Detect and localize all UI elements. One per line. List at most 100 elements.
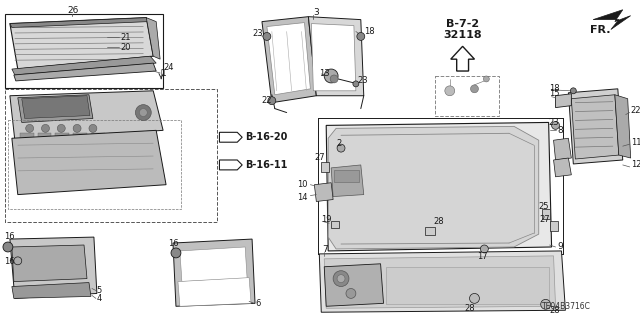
Text: 14: 14 bbox=[297, 193, 307, 202]
Text: 15: 15 bbox=[548, 89, 559, 98]
Circle shape bbox=[470, 293, 479, 303]
Text: 18: 18 bbox=[364, 27, 374, 36]
Text: 16: 16 bbox=[168, 239, 179, 248]
Text: 7: 7 bbox=[323, 245, 328, 255]
Bar bbox=[73, 133, 87, 139]
Bar bbox=[550, 221, 557, 231]
Circle shape bbox=[570, 88, 576, 94]
Bar bbox=[331, 221, 339, 228]
Polygon shape bbox=[180, 247, 247, 282]
Bar bbox=[334, 170, 359, 182]
Polygon shape bbox=[220, 132, 242, 142]
Polygon shape bbox=[173, 239, 255, 306]
Polygon shape bbox=[326, 122, 552, 251]
Polygon shape bbox=[324, 264, 383, 306]
Text: 21: 21 bbox=[120, 33, 131, 42]
Circle shape bbox=[89, 124, 97, 132]
Bar bbox=[38, 133, 51, 139]
Polygon shape bbox=[18, 95, 93, 122]
Polygon shape bbox=[572, 95, 619, 159]
Circle shape bbox=[58, 124, 65, 132]
Bar bbox=[425, 227, 435, 235]
Circle shape bbox=[26, 124, 34, 132]
Text: 16: 16 bbox=[4, 232, 15, 241]
Polygon shape bbox=[451, 46, 474, 71]
Circle shape bbox=[337, 144, 345, 152]
Circle shape bbox=[330, 75, 338, 83]
Bar bbox=[435, 76, 499, 115]
Circle shape bbox=[357, 33, 365, 41]
Polygon shape bbox=[267, 23, 310, 95]
Text: 28: 28 bbox=[550, 306, 560, 315]
Bar bbox=[321, 162, 329, 172]
Bar bbox=[109, 133, 123, 139]
Polygon shape bbox=[14, 63, 156, 81]
Bar bbox=[20, 133, 34, 139]
Circle shape bbox=[42, 124, 49, 132]
Polygon shape bbox=[328, 126, 539, 249]
Bar bbox=[8, 121, 181, 209]
Circle shape bbox=[263, 33, 271, 41]
Text: 5: 5 bbox=[97, 286, 102, 295]
Text: 16: 16 bbox=[4, 257, 15, 266]
Text: B-16-11: B-16-11 bbox=[245, 160, 287, 170]
Polygon shape bbox=[12, 56, 156, 75]
Polygon shape bbox=[147, 18, 160, 59]
Polygon shape bbox=[319, 251, 565, 312]
Polygon shape bbox=[568, 89, 623, 164]
Text: 22: 22 bbox=[261, 96, 271, 105]
Circle shape bbox=[470, 85, 479, 93]
Bar bbox=[385, 267, 548, 304]
Text: 32118: 32118 bbox=[444, 30, 482, 41]
Polygon shape bbox=[324, 256, 556, 308]
Polygon shape bbox=[593, 10, 630, 30]
Text: 25: 25 bbox=[539, 202, 549, 211]
Polygon shape bbox=[10, 18, 148, 27]
Circle shape bbox=[171, 248, 181, 258]
Polygon shape bbox=[12, 283, 91, 298]
Text: 3: 3 bbox=[314, 8, 319, 17]
Circle shape bbox=[541, 299, 550, 309]
Text: 27: 27 bbox=[314, 152, 325, 161]
Polygon shape bbox=[12, 245, 87, 282]
Text: B-16-20: B-16-20 bbox=[245, 132, 287, 142]
Text: 20: 20 bbox=[120, 43, 131, 52]
Polygon shape bbox=[10, 18, 153, 69]
Bar bbox=[541, 209, 550, 219]
Text: 12: 12 bbox=[630, 160, 640, 169]
Circle shape bbox=[552, 122, 559, 129]
Polygon shape bbox=[554, 138, 572, 160]
Circle shape bbox=[14, 257, 22, 265]
Bar bbox=[55, 133, 69, 139]
Circle shape bbox=[346, 288, 356, 298]
Text: 19: 19 bbox=[321, 215, 332, 224]
Text: 28: 28 bbox=[465, 304, 476, 313]
Text: 24: 24 bbox=[163, 63, 173, 71]
Polygon shape bbox=[12, 130, 166, 195]
Text: 23: 23 bbox=[358, 77, 369, 85]
Text: 4: 4 bbox=[97, 294, 102, 303]
Circle shape bbox=[337, 275, 345, 283]
Circle shape bbox=[324, 69, 338, 83]
Text: 27: 27 bbox=[539, 215, 550, 224]
Text: B-7-2: B-7-2 bbox=[446, 19, 479, 29]
Text: 23: 23 bbox=[548, 118, 559, 127]
Circle shape bbox=[268, 97, 276, 105]
Polygon shape bbox=[554, 158, 572, 177]
Circle shape bbox=[73, 124, 81, 132]
Polygon shape bbox=[178, 278, 251, 306]
Bar bbox=[5, 14, 163, 88]
Circle shape bbox=[445, 86, 454, 96]
Text: 26: 26 bbox=[67, 6, 79, 15]
Text: 13: 13 bbox=[319, 69, 330, 78]
Polygon shape bbox=[312, 24, 356, 91]
Text: 22: 22 bbox=[630, 106, 640, 115]
Polygon shape bbox=[314, 183, 333, 202]
Text: 1: 1 bbox=[161, 69, 167, 78]
Text: FR.: FR. bbox=[590, 25, 611, 34]
Polygon shape bbox=[262, 17, 316, 103]
Text: 17: 17 bbox=[477, 252, 488, 261]
Circle shape bbox=[140, 108, 147, 116]
Text: 28: 28 bbox=[433, 217, 444, 226]
Polygon shape bbox=[10, 237, 97, 298]
